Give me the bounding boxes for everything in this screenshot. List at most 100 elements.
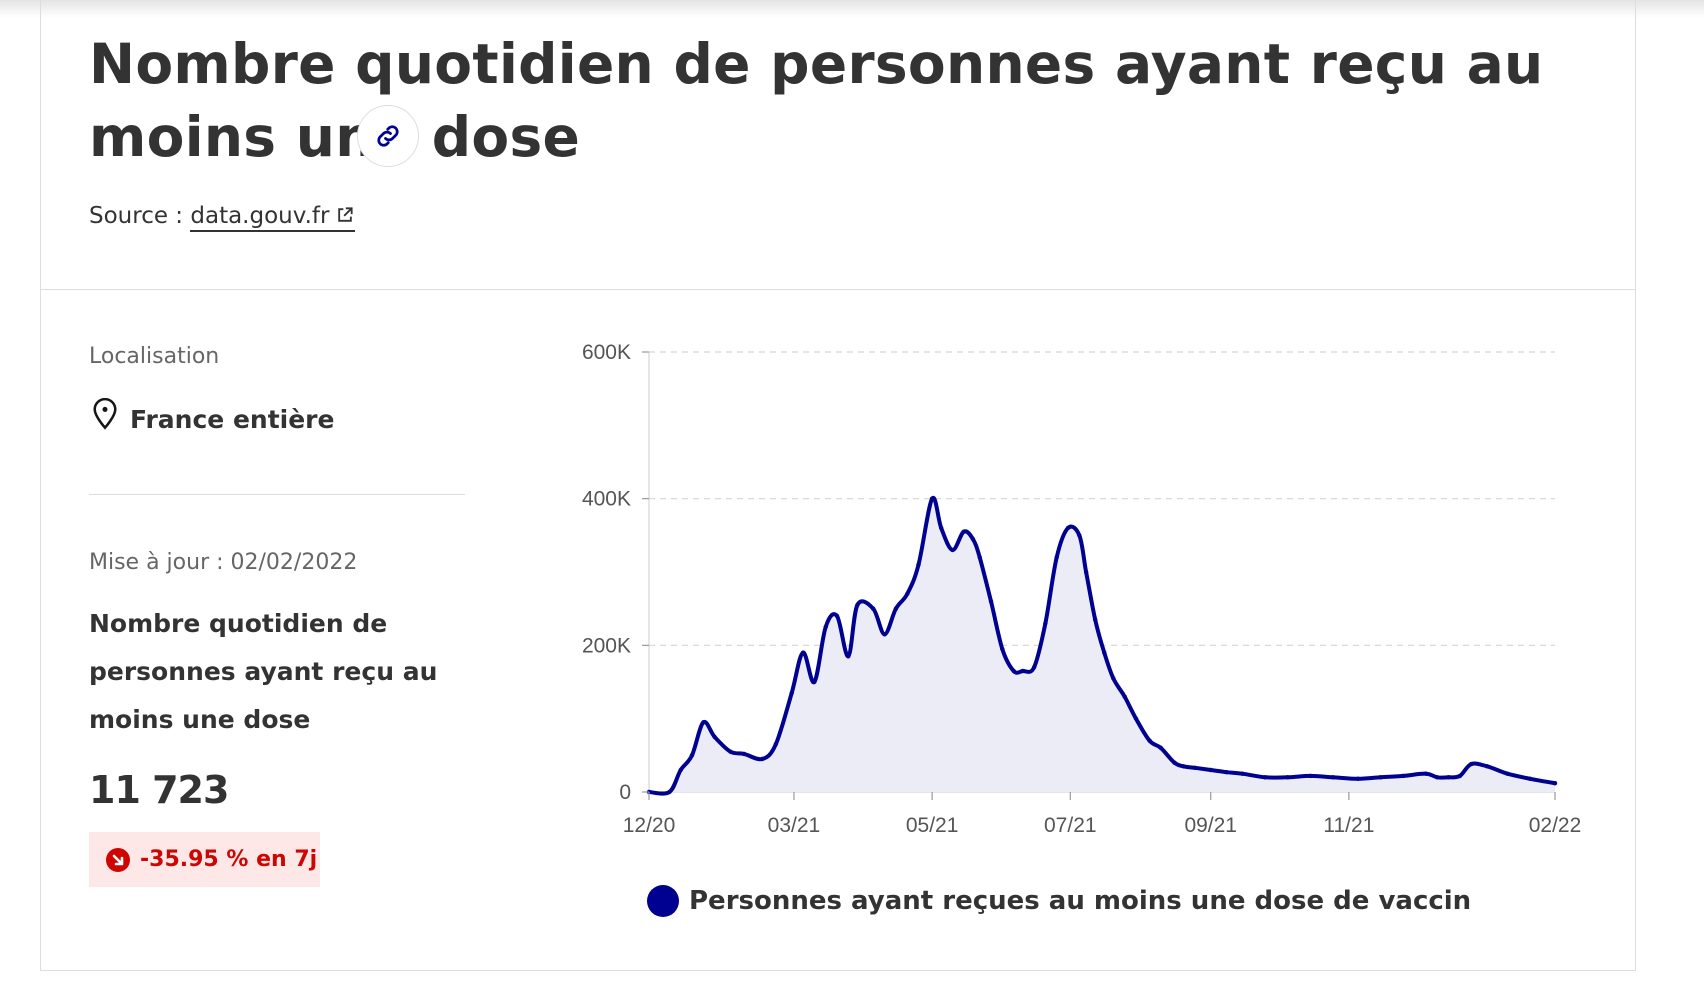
data-point <box>1435 775 1440 780</box>
data-point <box>678 767 683 773</box>
data-point <box>689 753 695 758</box>
copy-link-button[interactable] <box>357 105 419 167</box>
data-point <box>916 562 921 567</box>
data-point <box>1457 773 1463 779</box>
data-point <box>1031 665 1037 670</box>
x-tick-label: 07/21 <box>1044 814 1097 837</box>
data-point <box>970 536 976 542</box>
data-point <box>855 602 860 608</box>
data-point <box>1147 738 1152 743</box>
data-point <box>823 624 828 630</box>
x-ticks: 12/20 03/21 05/21 07/21 09/21 11/21 02/22 <box>623 792 1582 837</box>
data-point <box>701 720 706 725</box>
data-point <box>1065 525 1071 531</box>
data-point <box>961 529 966 534</box>
x-tick-label: 05/21 <box>906 814 959 837</box>
data-point <box>1043 621 1048 626</box>
data-point <box>1401 773 1406 779</box>
data-point <box>1469 761 1474 767</box>
data-point <box>1308 773 1313 779</box>
data-point <box>1355 776 1361 781</box>
y-ticks: 0 200K 400K 600K <box>582 341 649 804</box>
data-point <box>929 496 935 501</box>
data-point <box>950 547 955 553</box>
data-point <box>728 749 733 754</box>
data-point <box>834 613 840 619</box>
data-point <box>1330 775 1336 780</box>
source-line: Source : data.gouv.fr <box>89 203 356 232</box>
data-point <box>1240 771 1245 776</box>
top-shadow <box>0 0 1704 18</box>
data-point <box>760 756 765 762</box>
change-badge: -35.95 % en 7j <box>89 832 320 887</box>
card <box>40 0 1636 970</box>
map-pin-icon <box>93 398 117 430</box>
data-point <box>1122 694 1127 699</box>
page-title: Nombre quotidien de personnes ayant reçu… <box>89 32 1544 169</box>
x-tick-label: 12/20 <box>623 814 676 837</box>
header-divider <box>40 289 1636 290</box>
data-point <box>1093 617 1098 622</box>
data-point <box>1505 771 1510 776</box>
data-point <box>1285 775 1290 780</box>
stat-value: 11 723 <box>89 768 229 812</box>
data-point <box>1011 668 1016 674</box>
data-points <box>646 496 1558 795</box>
data-point <box>712 734 717 740</box>
chart-legend: Personnes ayant reçues au moins une dose… <box>647 885 1471 917</box>
x-tick-label: 11/21 <box>1323 814 1374 837</box>
x-tick-label: 03/21 <box>768 814 821 837</box>
data-point <box>1054 555 1059 560</box>
data-point <box>1133 716 1139 721</box>
data-point <box>1527 776 1533 781</box>
data-point <box>1102 650 1107 655</box>
data-point <box>1208 767 1213 773</box>
data-point <box>800 650 806 655</box>
y-tick-label: 200K <box>582 634 631 657</box>
data-point <box>812 679 817 685</box>
data-point <box>741 751 747 757</box>
external-link-icon <box>338 207 354 222</box>
footer-divider <box>40 970 1636 971</box>
data-point <box>1181 764 1186 769</box>
x-tick-label: 02/22 <box>1529 814 1582 837</box>
data-point <box>1423 771 1429 776</box>
data-point <box>939 525 944 531</box>
data-point <box>1020 668 1025 674</box>
legend-label: Personnes ayant reçues au moins une dose… <box>689 886 1472 916</box>
data-point <box>773 742 778 747</box>
data-point <box>1000 646 1005 652</box>
data-point <box>1158 745 1164 751</box>
data-point <box>1224 770 1229 775</box>
source-link[interactable]: data.gouv.fr <box>190 203 356 232</box>
link-icon <box>377 125 399 147</box>
y-tick-label: 400K <box>582 488 631 511</box>
data-point <box>1192 765 1198 770</box>
location-label: Localisation <box>89 344 220 369</box>
data-point <box>1077 533 1082 538</box>
data-point <box>1552 781 1558 786</box>
data-point <box>1172 760 1177 765</box>
stat-title: Nombre quotidien de personnes ayant reçu… <box>89 609 438 734</box>
source-prefix: Source : <box>89 203 191 229</box>
change-badge-text: -35.95 % en 7j <box>140 847 318 872</box>
data-point <box>667 789 672 795</box>
data-point <box>1111 676 1116 681</box>
sidebar-divider <box>89 494 465 495</box>
data-point <box>1378 775 1383 780</box>
data-point <box>1083 569 1089 575</box>
data-point <box>988 599 994 604</box>
x-tick-label: 09/21 <box>1184 814 1237 837</box>
y-tick-label: 600K <box>582 341 631 364</box>
data-point <box>1446 775 1451 780</box>
y-tick-label: 0 <box>619 781 631 804</box>
data-point <box>893 606 899 611</box>
location-value: France entière <box>130 405 335 434</box>
data-point <box>846 654 851 659</box>
data-point <box>905 591 910 597</box>
data-point <box>977 555 982 560</box>
update-date: Mise à jour : 02/02/2022 <box>89 550 358 575</box>
data-point <box>871 606 876 611</box>
source-link-text: data.gouv.fr <box>190 203 330 229</box>
